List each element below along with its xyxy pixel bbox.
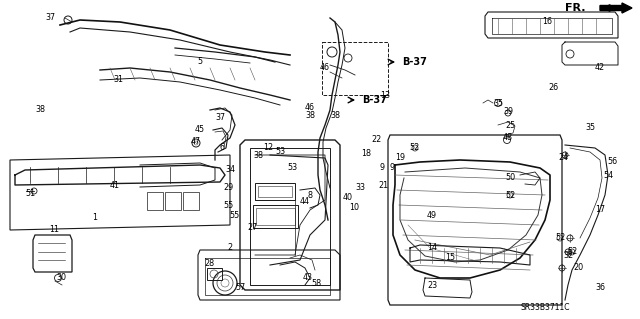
Text: 43: 43	[303, 273, 313, 283]
Text: 14: 14	[427, 243, 437, 253]
Text: 12: 12	[263, 144, 273, 152]
Text: B-37: B-37	[363, 95, 387, 105]
Text: 38: 38	[305, 110, 315, 120]
Text: 34: 34	[225, 166, 235, 174]
Text: 8: 8	[307, 190, 312, 199]
Text: 25: 25	[505, 122, 515, 130]
Text: 44: 44	[300, 197, 310, 206]
Text: 9: 9	[380, 164, 385, 173]
Text: B-37: B-37	[403, 57, 428, 67]
Text: 27: 27	[248, 224, 258, 233]
Text: 22: 22	[372, 136, 382, 145]
Text: 52: 52	[410, 144, 420, 152]
Text: 37: 37	[215, 113, 225, 122]
Text: 52: 52	[505, 190, 515, 199]
Text: 13: 13	[380, 91, 390, 100]
Text: 32: 32	[563, 250, 573, 259]
Text: 45: 45	[195, 125, 205, 135]
Text: 41: 41	[110, 181, 120, 189]
FancyArrow shape	[600, 3, 632, 13]
Text: 1: 1	[93, 213, 97, 222]
Text: 48: 48	[503, 133, 513, 143]
Text: 11: 11	[49, 226, 59, 234]
Text: 30: 30	[56, 273, 66, 283]
Text: 38: 38	[35, 106, 45, 115]
Text: 49: 49	[427, 211, 437, 219]
Text: 2: 2	[227, 242, 232, 251]
Text: 24: 24	[558, 153, 568, 162]
Text: 35: 35	[493, 99, 503, 108]
Text: 15: 15	[445, 254, 455, 263]
Text: 18: 18	[361, 149, 371, 158]
Text: 38: 38	[253, 151, 263, 160]
Text: 9: 9	[389, 164, 395, 173]
Text: 36: 36	[595, 284, 605, 293]
Text: 20: 20	[573, 263, 583, 272]
Text: FR.: FR.	[564, 3, 585, 13]
Text: 46: 46	[320, 63, 330, 72]
Text: 6: 6	[220, 144, 225, 152]
Text: 17: 17	[595, 205, 605, 214]
Text: 33: 33	[355, 183, 365, 192]
Text: 50: 50	[505, 174, 515, 182]
Text: 52: 52	[567, 248, 577, 256]
Text: 40: 40	[343, 194, 353, 203]
Text: 39: 39	[503, 108, 513, 116]
Text: 52: 52	[555, 234, 565, 242]
Text: 55: 55	[229, 211, 239, 219]
Text: 55: 55	[223, 201, 233, 210]
Text: 29: 29	[223, 183, 233, 192]
Text: 42: 42	[595, 63, 605, 72]
Text: 56: 56	[607, 158, 617, 167]
Text: 21: 21	[378, 181, 388, 189]
Text: 37: 37	[45, 13, 55, 23]
Text: 10: 10	[349, 204, 359, 212]
Text: 26: 26	[548, 84, 558, 93]
Text: 23: 23	[427, 280, 437, 290]
Text: 28: 28	[204, 258, 214, 268]
Text: 16: 16	[542, 18, 552, 26]
Text: 35: 35	[585, 123, 595, 132]
Text: 53: 53	[275, 147, 285, 157]
Text: 51: 51	[25, 189, 35, 197]
Text: 47: 47	[191, 137, 201, 146]
Text: 58: 58	[311, 278, 321, 287]
Text: 54: 54	[603, 170, 613, 180]
Text: 38: 38	[330, 110, 340, 120]
Text: 31: 31	[113, 76, 123, 85]
Text: 53: 53	[287, 164, 297, 173]
Text: 57: 57	[235, 283, 245, 292]
Text: SR33B3711C: SR33B3711C	[520, 303, 570, 313]
Text: 19: 19	[395, 153, 405, 162]
Text: 5: 5	[197, 57, 203, 66]
Text: 46: 46	[305, 103, 315, 113]
